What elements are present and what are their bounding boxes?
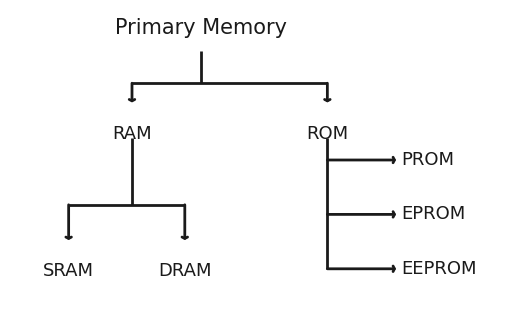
Text: EPROM: EPROM [401, 205, 466, 223]
Text: Primary Memory: Primary Memory [115, 18, 287, 38]
Text: ROM: ROM [306, 125, 348, 143]
Text: DRAM: DRAM [158, 262, 212, 280]
Text: RAM: RAM [112, 125, 152, 143]
Text: PROM: PROM [401, 151, 454, 169]
Text: EEPROM: EEPROM [401, 260, 477, 278]
Text: SRAM: SRAM [43, 262, 94, 280]
